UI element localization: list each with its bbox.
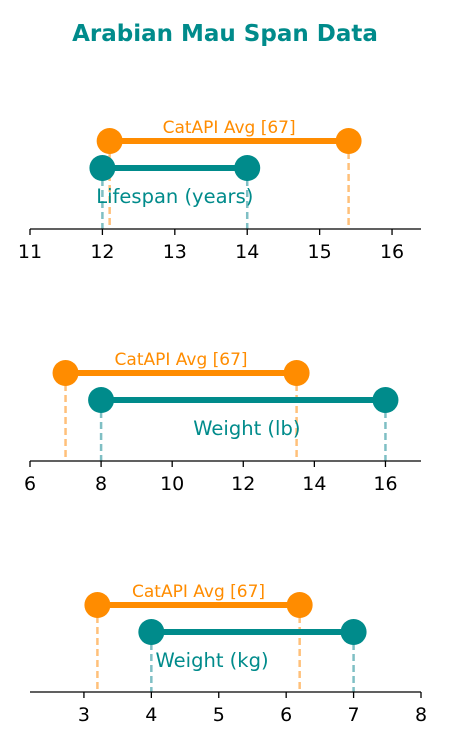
x-tick-label: 12 <box>90 241 114 263</box>
breed-min-marker <box>138 619 165 645</box>
x-tick-label: 6 <box>24 473 36 495</box>
x-tick-label: 14 <box>302 473 326 495</box>
reference-min-marker <box>52 360 79 386</box>
x-tick-label: 10 <box>160 473 184 495</box>
breed-max-marker <box>340 619 367 645</box>
x-tick-label: 5 <box>213 704 225 726</box>
breed-range-label: Weight (lb) <box>193 417 300 440</box>
breed-range-label: Lifespan (years) <box>96 185 253 208</box>
x-tick-label: 3 <box>78 704 90 726</box>
breed-max-marker <box>234 155 261 181</box>
reference-max-marker <box>286 592 313 618</box>
x-tick-label: 6 <box>280 704 292 726</box>
x-tick-label: 12 <box>231 473 255 495</box>
breed-min-marker <box>89 155 116 181</box>
reference-range-label: CatAPI Avg [67] <box>163 118 296 138</box>
breed-max-marker <box>372 387 399 413</box>
x-tick-label: 14 <box>235 241 259 263</box>
x-tick-label: 7 <box>348 704 360 726</box>
x-tick-label: 16 <box>380 241 404 263</box>
x-tick-label: 4 <box>145 704 157 726</box>
x-tick-label: 13 <box>163 241 187 263</box>
range-panel: 6 8 10 12 14 16 CatAPI Avg [67] Weight (lb) <box>24 350 421 495</box>
reference-range-label: CatAPI Avg [67] <box>132 582 265 602</box>
x-tick-label: 8 <box>95 473 107 495</box>
range-panel: 3 4 5 6 7 8 CatAPI Avg [67] Weight (kg) <box>30 582 427 726</box>
reference-min-marker <box>84 592 111 618</box>
breed-min-marker <box>88 387 115 413</box>
x-tick-label: 15 <box>308 241 332 263</box>
reference-max-marker <box>335 128 362 154</box>
x-tick-label: 11 <box>18 241 42 263</box>
reference-min-marker <box>96 128 123 154</box>
reference-max-marker <box>283 360 310 386</box>
chart-title: Arabian Mau Span Data <box>72 21 378 47</box>
x-tick-label: 16 <box>373 473 397 495</box>
breed-range-label: Weight (kg) <box>156 649 269 672</box>
x-tick-label: 8 <box>415 704 427 726</box>
range-panel: 11 12 13 14 15 16 CatAPI Avg [67] Lifespan (yea… <box>18 118 421 263</box>
reference-range-label: CatAPI Avg [67] <box>115 350 248 370</box>
